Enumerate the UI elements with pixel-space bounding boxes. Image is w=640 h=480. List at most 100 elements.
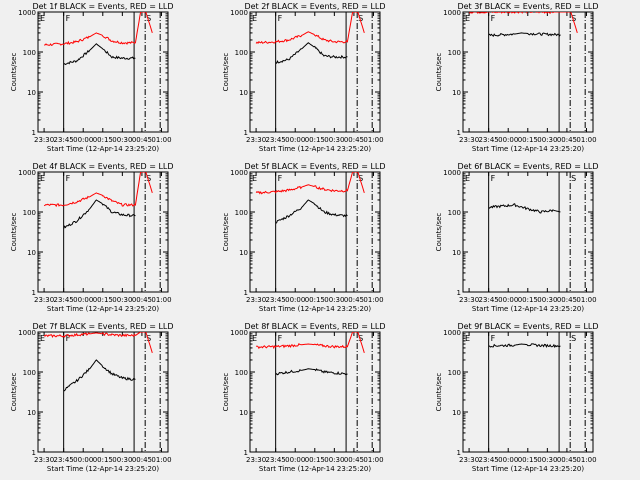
x-tick-label: 00:30 xyxy=(324,456,344,464)
x-tick-label: 00:15 xyxy=(305,296,325,304)
plot-frame xyxy=(462,331,594,453)
marker-E: E xyxy=(252,14,257,23)
x-tick-label: 00:30 xyxy=(112,296,132,304)
plot-frame xyxy=(462,171,594,293)
series-lld-line xyxy=(43,172,153,208)
series-lld-line xyxy=(468,12,578,34)
x-tick-label: 00:45 xyxy=(132,456,152,464)
x-tick-label: 00:15 xyxy=(93,456,113,464)
y-tick-label: 1000 xyxy=(18,169,36,177)
y-tick-label: 1 xyxy=(457,289,461,297)
x-tick-label: 00:45 xyxy=(557,296,577,304)
x-axis-label: Start Time (12-Apr-14 23:25:20) xyxy=(47,305,159,313)
series-events-line xyxy=(488,32,561,38)
panel-det-5f: Det 5f BLACK = Events, RED = LLD 1 10 100 10… xyxy=(222,162,386,313)
marker-F: F xyxy=(278,14,283,23)
x-tick-label: 01:00 xyxy=(576,456,596,464)
y-tick-label: 10 xyxy=(27,249,36,257)
y-tick-label: 10 xyxy=(452,89,461,97)
marker-E: E xyxy=(40,174,45,183)
marker-S: S xyxy=(146,174,151,183)
marker-F: F xyxy=(66,334,71,343)
panel-title: Det 3f BLACK = Events, RED = LLD xyxy=(457,2,598,11)
panel-title: Det 6f BLACK = Events, RED = LLD xyxy=(457,162,598,171)
y-tick-label: 1000 xyxy=(18,329,36,337)
series-events-line xyxy=(275,199,348,224)
y-axis-label: Counts/sec xyxy=(435,53,443,92)
marker-S: S xyxy=(571,14,576,23)
panel-det-2f: Det 2f BLACK = Events, RED = LLD 1 10 100 10… xyxy=(222,2,386,153)
y-tick-label: 1000 xyxy=(230,169,248,177)
x-tick-label: 23:45 xyxy=(54,136,74,144)
marker-S: S xyxy=(571,334,576,343)
panel-det-4f: Det 4f BLACK = Events, RED = LLD 1 10 100 10… xyxy=(10,162,174,313)
y-tick-label: 1000 xyxy=(18,9,36,17)
marker-E: E xyxy=(40,14,45,23)
series-lld-line xyxy=(43,332,153,354)
series-lld-line xyxy=(44,12,153,47)
y-tick-label: 1 xyxy=(32,289,36,297)
x-axis-label: Start Time (12-Apr-14 23:25:20) xyxy=(472,465,584,473)
series-events-line xyxy=(275,368,348,376)
x-tick-label: 23:45 xyxy=(479,296,499,304)
y-tick-label: 1 xyxy=(32,129,36,137)
x-axis-label: Start Time (12-Apr-14 23:25:20) xyxy=(472,305,584,313)
x-tick-label: 00:45 xyxy=(132,296,152,304)
panel-title: Det 2f BLACK = Events, RED = LLD xyxy=(244,2,385,11)
x-axis-label: Start Time (12-Apr-14 23:25:20) xyxy=(472,145,584,153)
plot-frame xyxy=(462,11,594,133)
marker-E: E xyxy=(252,334,257,343)
x-tick-label: 00:45 xyxy=(344,296,364,304)
y-axis-label: Counts/sec xyxy=(10,213,18,252)
x-tick-label: 00:15 xyxy=(305,136,325,144)
panel-det-9f: Det 9f BLACK = Events, RED = LLD 1 10 100 10… xyxy=(435,322,599,473)
panel-det-1f: Det 1f BLACK = Events, RED = LLD 1 10 100 10… xyxy=(10,2,174,153)
panel-det-3f: Det 3f BLACK = Events, RED = LLD 1 10 100 10… xyxy=(435,2,599,153)
y-axis-label: Counts/sec xyxy=(435,373,443,412)
y-tick-label: 10 xyxy=(27,409,36,417)
panel-title: Det 9f BLACK = Events, RED = LLD xyxy=(457,322,598,331)
series-events-line xyxy=(63,43,136,66)
y-tick-label: 10 xyxy=(239,409,248,417)
y-tick-label: 1 xyxy=(457,449,461,457)
panel-det-6f: Det 6f BLACK = Events, RED = LLD 1 10 100 10… xyxy=(435,162,599,313)
x-tick-label: 23:30 xyxy=(459,296,479,304)
x-tick-label: 00:15 xyxy=(518,136,538,144)
y-tick-label: 1000 xyxy=(230,329,248,337)
x-tick-label: 23:45 xyxy=(266,136,286,144)
plot-frame xyxy=(37,171,169,293)
y-tick-label: 1000 xyxy=(230,9,248,17)
marker-F: F xyxy=(491,174,496,183)
y-tick-label: 10 xyxy=(27,89,36,97)
series-events-line xyxy=(275,42,348,64)
plot-frame xyxy=(249,171,381,293)
y-axis-label: Counts/sec xyxy=(222,373,230,412)
y-tick-label: 100 xyxy=(448,49,461,57)
plot-frame xyxy=(249,331,381,453)
marker-S: S xyxy=(358,334,363,343)
x-tick-label: 00:15 xyxy=(93,296,113,304)
x-tick-label: 23:30 xyxy=(34,296,54,304)
marker-F: F xyxy=(491,334,496,343)
marker-F: F xyxy=(66,174,71,183)
x-tick-label: 23:45 xyxy=(266,296,286,304)
x-tick-label: 00:45 xyxy=(344,136,364,144)
series-events-line xyxy=(63,359,136,392)
x-tick-label: 23:45 xyxy=(479,456,499,464)
y-tick-label: 1 xyxy=(244,129,248,137)
x-tick-label: 23:45 xyxy=(54,456,74,464)
x-tick-label: 00:45 xyxy=(344,456,364,464)
x-tick-label: 00:30 xyxy=(324,136,344,144)
x-tick-label: 00:15 xyxy=(305,456,325,464)
series-events-line xyxy=(63,199,136,229)
y-tick-label: 1 xyxy=(32,449,36,457)
x-tick-label: 23:45 xyxy=(479,136,499,144)
marker-F: F xyxy=(278,334,283,343)
x-axis-label: Start Time (12-Apr-14 23:25:20) xyxy=(259,465,371,473)
y-tick-label: 100 xyxy=(235,369,248,377)
x-tick-label: 00:30 xyxy=(537,136,557,144)
y-tick-label: 100 xyxy=(235,209,248,217)
y-tick-label: 10 xyxy=(452,409,461,417)
x-tick-label: 00:30 xyxy=(537,456,557,464)
